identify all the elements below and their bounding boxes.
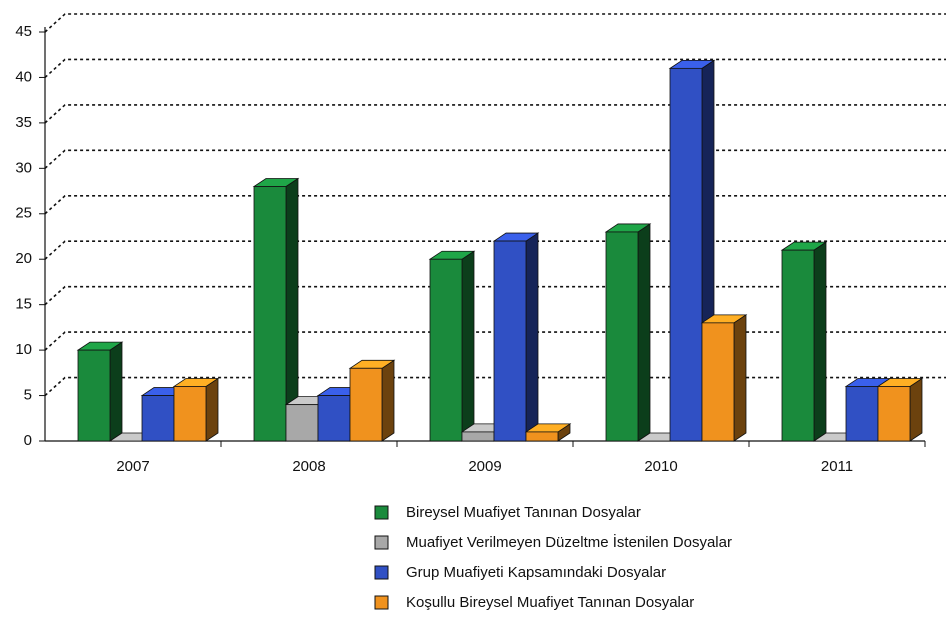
legend-swatch [374,505,389,520]
grid-line [44,104,946,124]
y-tick-label: 40 [15,68,32,85]
legend-label: Koşullu Bireysel Muafiyet Tanınan Dosyal… [406,594,694,611]
bar [285,404,319,442]
bar-side [109,341,123,442]
bar-side [909,377,923,442]
bar-side [637,223,651,442]
legend-label: Bireysel Muafiyet Tanınan Dosyalar [406,504,641,521]
bar [669,67,703,442]
x-tick-label: 2009 [468,458,501,475]
bar [781,249,815,442]
bar [525,431,559,442]
y-tick-label: 30 [15,159,32,176]
y-tick-label: 25 [15,205,32,222]
bar [141,395,175,442]
x-tick-label: 2010 [644,458,677,475]
y-tick-label: 0 [24,432,32,449]
legend-swatch [374,535,389,550]
legend-swatch [374,565,389,580]
bar [701,322,735,442]
x-tick-label: 2011 [821,458,853,475]
y-tick-label: 10 [15,341,32,358]
bar [77,349,111,442]
legend-swatch [374,595,389,610]
y-tick-label: 5 [24,387,32,404]
bar [317,395,351,442]
bar-side [813,241,827,442]
bar [253,186,287,442]
bar [493,240,527,442]
bar [605,231,639,442]
grid-line [44,13,946,33]
bar-side [733,314,747,442]
grid-line [44,194,946,215]
bar [173,386,207,442]
bar-side [525,232,539,442]
grid-line [44,285,946,306]
x-tick-label: 2007 [116,458,149,475]
grid-line [44,58,946,79]
bar-side [205,377,219,442]
y-tick-label: 45 [15,23,32,40]
bar [461,431,495,442]
grid-line [44,240,946,260]
bar [877,386,911,442]
bar-side [461,250,475,442]
legend-label: Grup Muafiyeti Kapsamındaki Dosyalar [406,564,666,581]
bar [845,386,879,442]
legend-label: Muafiyet Verilmeyen Düzeltme İstenilen D… [406,533,732,551]
grid-line [44,149,946,169]
bar [349,367,383,442]
grid-line [44,331,946,351]
bar [429,258,463,442]
bar-side [381,359,395,442]
x-tick-label: 2008 [292,458,325,475]
y-tick-label: 35 [15,114,32,131]
y-tick-label: 15 [15,296,32,313]
grid-line [44,376,946,397]
y-tick-label: 20 [15,250,32,267]
